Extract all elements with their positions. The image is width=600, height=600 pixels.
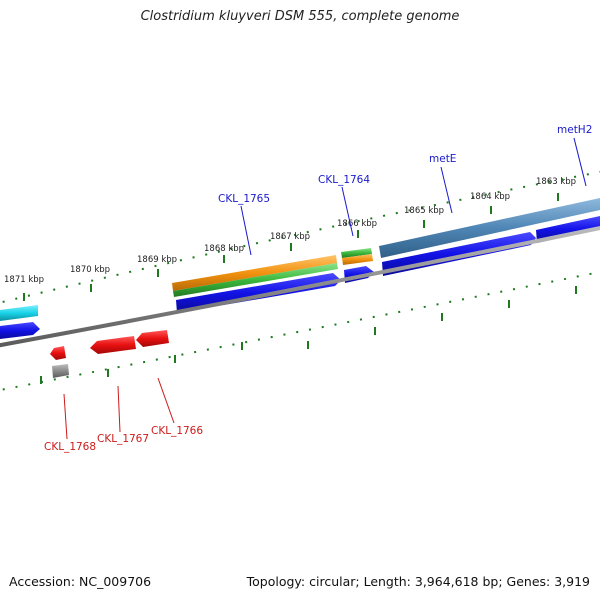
gene-orange-2 [342,254,373,265]
inner-tick-ring [0,270,600,392]
tick-label: 1870 kbp [70,265,110,275]
gene-cyan [0,305,38,321]
gene-labels: CKL_1765 CKL_1764 metE metH2 CKL_1768 CK… [44,124,592,453]
tick-label: 1869 kbp [137,255,177,265]
accession-text: Accession: NC_009706 [9,574,152,589]
label-ckl-1767: CKL_1767 [97,433,149,445]
label-ckl-1765: CKL_1765 [218,193,270,205]
topology-text: Topology: circular; Length: 3,964,618 bp… [246,574,590,589]
tick-label: 1863 kbp [536,177,576,187]
label-ckl-1764: CKL_1764 [318,174,370,186]
gene-blue-left [0,322,40,339]
tick-label: 1871 kbp [4,275,44,285]
genome-backbone [0,226,600,348]
leader-metE [440,166,453,214]
reverse-leaders [63,377,175,440]
leader-ckl-1767 [117,385,121,433]
leader-ckl-1764 [341,186,354,237]
tick-labels: 1871 kbp 1870 kbp 1869 kbp 1868 kbp 1867… [4,177,576,285]
tick-label: 1864 kbp [470,192,510,202]
gene-ckl-1768 [50,346,66,360]
gene-green-2 [341,248,372,258]
gene-gray-ckl-1768 [52,364,69,378]
leader-ckl-1766 [157,377,175,424]
gene-metE-feature [379,198,600,258]
gene-ckl-1766 [136,330,169,347]
reverse-features [50,330,169,378]
tick-label: 1865 kbp [404,206,444,216]
leader-ckl-1768 [63,393,68,440]
label-ckl-1766: CKL_1766 [151,425,203,437]
tick-label: 1866 kbp [337,219,377,229]
leader-metH2 [573,137,587,187]
outer-tick-ring [0,170,600,304]
forward-leaders [240,137,587,256]
gene-green-1 [173,263,338,297]
gene-ckl-1767 [90,336,136,354]
map-title: Clostridium kluyveri DSM 555, complete g… [140,9,460,24]
gene-orange-1 [172,255,337,291]
label-ckl-1768: CKL_1768 [44,441,96,453]
label-metE: metE [429,153,456,165]
tick-label: 1868 kbp [204,244,244,254]
label-metH2: metH2 [557,124,592,136]
tick-label: 1867 kbp [270,232,310,242]
leader-ckl-1765 [240,205,252,256]
